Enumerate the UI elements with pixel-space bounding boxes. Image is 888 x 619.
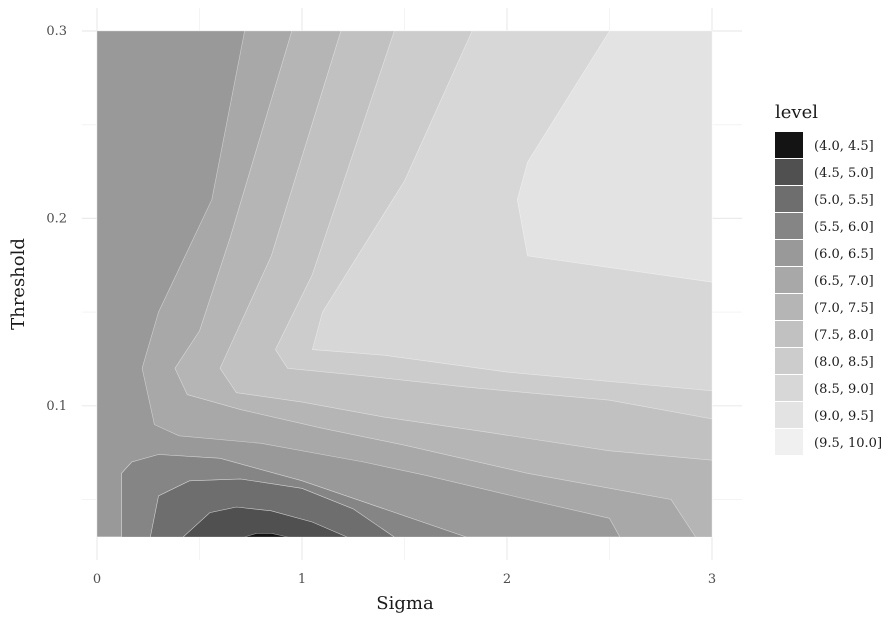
legend-swatch	[775, 132, 803, 158]
legend-label: (9.0, 9.5]	[814, 409, 874, 424]
legend-label: (9.5, 10.0]	[814, 436, 882, 451]
legend-label: (4.0, 4.5]	[814, 139, 874, 154]
legend-label: (6.0, 6.5]	[814, 247, 874, 262]
legend-swatch	[775, 294, 803, 320]
legend-swatch	[775, 375, 803, 401]
x-axis-title: Sigma	[376, 593, 434, 614]
legend-label: (7.0, 7.5]	[814, 301, 874, 316]
y-tick-label: 0.2	[46, 211, 67, 226]
x-tick-label: 3	[708, 572, 716, 587]
legend-label: (8.0, 8.5]	[814, 355, 874, 370]
legend-label: (6.5, 7.0]	[814, 274, 874, 289]
legend-label: (4.5, 5.0]	[814, 166, 874, 181]
contour-band	[121, 454, 467, 538]
legend-label: (8.5, 9.0]	[814, 382, 874, 397]
legend-swatch	[775, 186, 803, 212]
x-tick-label: 2	[503, 572, 511, 587]
legend-swatch	[775, 159, 803, 185]
legend-swatch	[775, 240, 803, 266]
legend-title: level	[775, 102, 818, 123]
legend-swatch	[775, 429, 803, 455]
x-axis-ticks: 0 1 2 3	[93, 572, 716, 587]
legend-swatch	[775, 402, 803, 428]
y-tick-label: 0.1	[46, 399, 67, 414]
x-tick-label: 0	[93, 572, 101, 587]
legend-swatch	[775, 213, 803, 239]
y-tick-label: 0.3	[46, 24, 67, 39]
contour-fills	[96, 30, 713, 538]
legend-label: (5.5, 6.0]	[814, 220, 874, 235]
legend-label: (5.0, 5.5]	[814, 193, 874, 208]
y-axis-title: Threshold	[8, 238, 29, 330]
x-tick-label: 1	[298, 572, 306, 587]
legend-swatch	[775, 321, 803, 347]
contour-band	[244, 532, 288, 538]
legend-swatch	[775, 267, 803, 293]
legend-swatch	[775, 348, 803, 374]
legend: level (4.0, 4.5] (4.5, 5.0] (5.0, 5.5] (5.5…	[775, 102, 882, 455]
legend-label: (7.5, 8.0]	[814, 328, 874, 343]
contour-band	[516, 30, 713, 283]
y-axis-ticks: 0.1 0.2 0.3	[46, 24, 67, 414]
